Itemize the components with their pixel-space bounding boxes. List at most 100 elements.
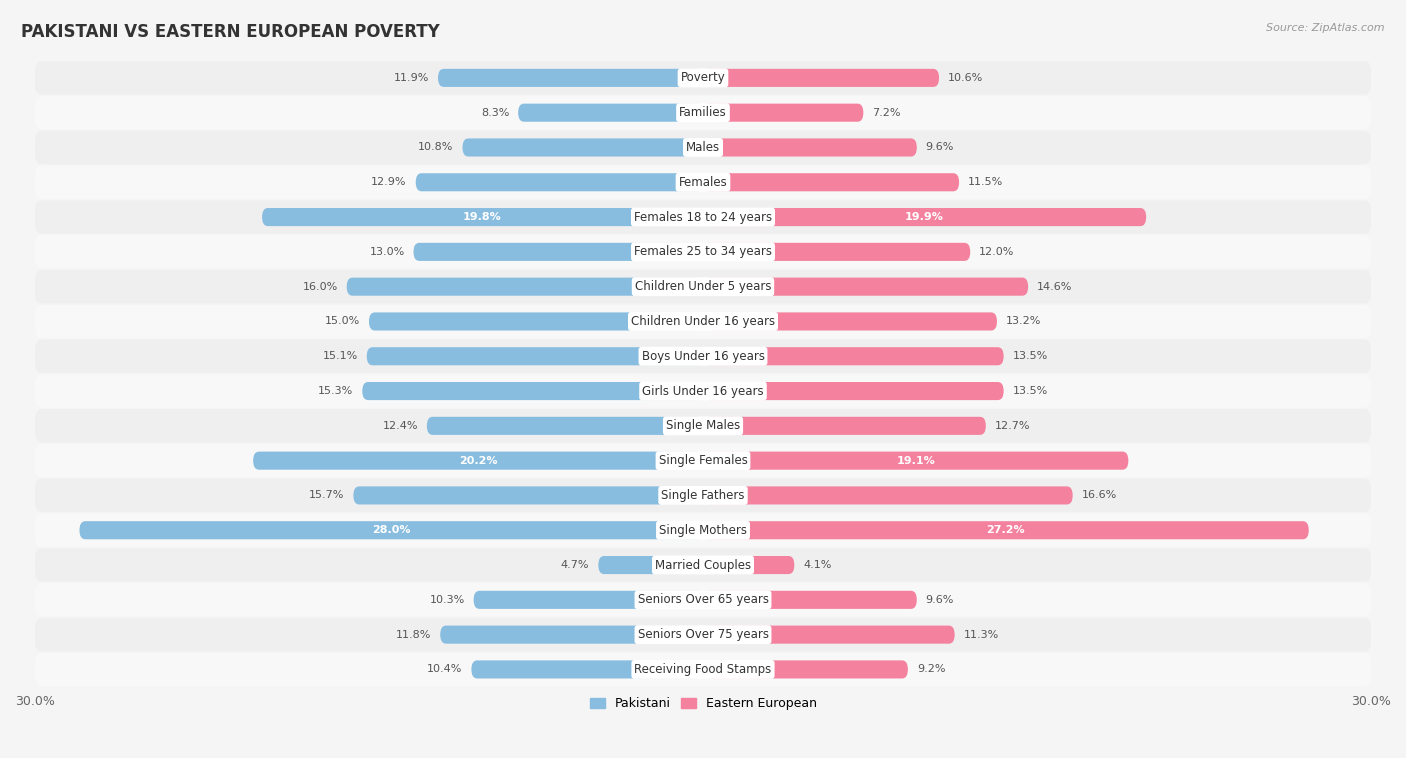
FancyBboxPatch shape — [474, 590, 703, 609]
Text: Children Under 16 years: Children Under 16 years — [631, 315, 775, 328]
FancyBboxPatch shape — [35, 618, 1371, 651]
Text: 19.8%: 19.8% — [463, 212, 502, 222]
Text: 11.8%: 11.8% — [396, 630, 432, 640]
Text: Single Males: Single Males — [666, 419, 740, 432]
Text: Children Under 5 years: Children Under 5 years — [634, 280, 772, 293]
Text: Boys Under 16 years: Boys Under 16 years — [641, 349, 765, 363]
FancyBboxPatch shape — [35, 479, 1371, 512]
FancyBboxPatch shape — [35, 200, 1371, 233]
Text: 19.1%: 19.1% — [896, 456, 935, 465]
FancyBboxPatch shape — [703, 556, 794, 574]
FancyBboxPatch shape — [703, 660, 908, 678]
FancyBboxPatch shape — [347, 277, 703, 296]
FancyBboxPatch shape — [703, 487, 1073, 505]
Text: 9.6%: 9.6% — [925, 143, 955, 152]
Text: 13.0%: 13.0% — [370, 247, 405, 257]
Text: 12.7%: 12.7% — [994, 421, 1031, 431]
FancyBboxPatch shape — [80, 522, 703, 539]
FancyBboxPatch shape — [35, 653, 1371, 686]
FancyBboxPatch shape — [599, 556, 703, 574]
Text: 14.6%: 14.6% — [1038, 282, 1073, 292]
Text: 27.2%: 27.2% — [987, 525, 1025, 535]
FancyBboxPatch shape — [703, 243, 970, 261]
Legend: Pakistani, Eastern European: Pakistani, Eastern European — [585, 692, 821, 715]
FancyBboxPatch shape — [353, 487, 703, 505]
FancyBboxPatch shape — [35, 548, 1371, 581]
Text: Females 18 to 24 years: Females 18 to 24 years — [634, 211, 772, 224]
Text: 15.7%: 15.7% — [309, 490, 344, 500]
Text: Females 25 to 34 years: Females 25 to 34 years — [634, 246, 772, 258]
Text: Males: Males — [686, 141, 720, 154]
FancyBboxPatch shape — [35, 61, 1371, 95]
Text: Receiving Food Stamps: Receiving Food Stamps — [634, 663, 772, 676]
Text: 10.3%: 10.3% — [429, 595, 465, 605]
Text: Families: Families — [679, 106, 727, 119]
FancyBboxPatch shape — [35, 340, 1371, 373]
Text: 10.8%: 10.8% — [418, 143, 454, 152]
FancyBboxPatch shape — [35, 305, 1371, 338]
Text: 28.0%: 28.0% — [373, 525, 411, 535]
Text: 13.5%: 13.5% — [1012, 351, 1047, 362]
FancyBboxPatch shape — [35, 270, 1371, 303]
Text: 11.9%: 11.9% — [394, 73, 429, 83]
FancyBboxPatch shape — [703, 69, 939, 87]
FancyBboxPatch shape — [253, 452, 703, 470]
Text: 20.2%: 20.2% — [458, 456, 498, 465]
Text: 10.4%: 10.4% — [427, 665, 463, 675]
Text: PAKISTANI VS EASTERN EUROPEAN POVERTY: PAKISTANI VS EASTERN EUROPEAN POVERTY — [21, 23, 440, 41]
FancyBboxPatch shape — [35, 409, 1371, 443]
Text: 4.7%: 4.7% — [561, 560, 589, 570]
FancyBboxPatch shape — [416, 174, 703, 191]
FancyBboxPatch shape — [703, 590, 917, 609]
FancyBboxPatch shape — [413, 243, 703, 261]
Text: Single Females: Single Females — [658, 454, 748, 467]
FancyBboxPatch shape — [519, 104, 703, 122]
FancyBboxPatch shape — [703, 452, 1129, 470]
Text: Females: Females — [679, 176, 727, 189]
FancyBboxPatch shape — [367, 347, 703, 365]
FancyBboxPatch shape — [439, 69, 703, 87]
FancyBboxPatch shape — [703, 522, 1309, 539]
Text: 9.2%: 9.2% — [917, 665, 945, 675]
FancyBboxPatch shape — [35, 165, 1371, 199]
FancyBboxPatch shape — [35, 131, 1371, 164]
Text: Poverty: Poverty — [681, 71, 725, 84]
FancyBboxPatch shape — [35, 374, 1371, 408]
FancyBboxPatch shape — [427, 417, 703, 435]
Text: Seniors Over 65 years: Seniors Over 65 years — [637, 594, 769, 606]
Text: 11.5%: 11.5% — [967, 177, 1004, 187]
Text: 15.0%: 15.0% — [325, 316, 360, 327]
FancyBboxPatch shape — [703, 174, 959, 191]
FancyBboxPatch shape — [703, 104, 863, 122]
FancyBboxPatch shape — [703, 277, 1028, 296]
FancyBboxPatch shape — [35, 583, 1371, 616]
Text: 11.3%: 11.3% — [963, 630, 998, 640]
Text: Source: ZipAtlas.com: Source: ZipAtlas.com — [1267, 23, 1385, 33]
Text: 16.0%: 16.0% — [302, 282, 337, 292]
FancyBboxPatch shape — [463, 139, 703, 156]
FancyBboxPatch shape — [703, 382, 1004, 400]
FancyBboxPatch shape — [471, 660, 703, 678]
FancyBboxPatch shape — [35, 235, 1371, 268]
FancyBboxPatch shape — [703, 139, 917, 156]
FancyBboxPatch shape — [703, 347, 1004, 365]
Text: 7.2%: 7.2% — [872, 108, 901, 117]
Text: 16.6%: 16.6% — [1081, 490, 1116, 500]
FancyBboxPatch shape — [262, 208, 703, 226]
Text: Single Mothers: Single Mothers — [659, 524, 747, 537]
Text: Seniors Over 75 years: Seniors Over 75 years — [637, 628, 769, 641]
FancyBboxPatch shape — [703, 208, 1146, 226]
Text: 12.0%: 12.0% — [979, 247, 1015, 257]
FancyBboxPatch shape — [703, 417, 986, 435]
FancyBboxPatch shape — [35, 444, 1371, 478]
Text: 10.6%: 10.6% — [948, 73, 983, 83]
Text: 12.4%: 12.4% — [382, 421, 418, 431]
Text: Single Fathers: Single Fathers — [661, 489, 745, 502]
FancyBboxPatch shape — [703, 625, 955, 644]
FancyBboxPatch shape — [440, 625, 703, 644]
Text: 8.3%: 8.3% — [481, 108, 509, 117]
FancyBboxPatch shape — [35, 513, 1371, 547]
Text: 15.1%: 15.1% — [322, 351, 359, 362]
Text: 13.2%: 13.2% — [1005, 316, 1042, 327]
Text: 13.5%: 13.5% — [1012, 386, 1047, 396]
